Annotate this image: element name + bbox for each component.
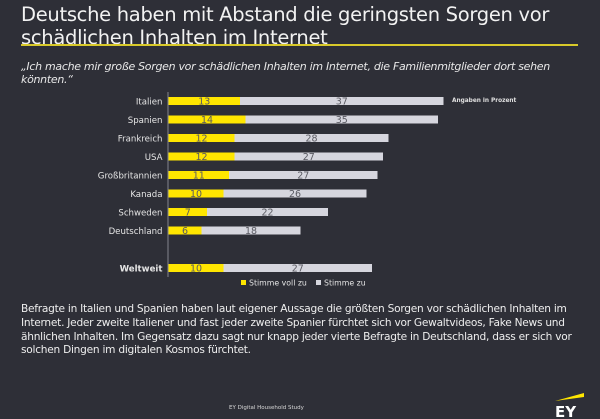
page-title: Deutsche haben mit Abstand die geringste… bbox=[21, 3, 550, 49]
data-label-stimme-zu-1: 35 bbox=[336, 115, 348, 126]
ey-logo-beam bbox=[555, 393, 584, 401]
data-label-stimme-voll-zu-2: 12 bbox=[195, 134, 207, 145]
bar-stimme-zu-2 bbox=[234, 134, 389, 142]
bar-stimme-voll-zu-1 bbox=[168, 115, 246, 124]
stacked-bar-chart: Italien 13 37 Spanien 14 35 Frankreich 12 28 USA 1… bbox=[0, 85, 600, 288]
data-label-stimme-voll-zu-0: 13 bbox=[198, 97, 210, 108]
bar-stimme-voll-zu-2 bbox=[168, 134, 235, 142]
summary-text: Befragte in Italien und Spanien haben la… bbox=[21, 303, 572, 357]
category-label-kanada: Kanada bbox=[130, 190, 162, 200]
bar-stimme-voll-zu-8 bbox=[168, 264, 224, 272]
data-label-stimme-zu-2: 28 bbox=[305, 134, 317, 145]
data-label-stimme-zu-5: 26 bbox=[289, 189, 301, 200]
data-label-stimme-voll-zu-8: 10 bbox=[190, 264, 202, 275]
category-label-usa: USA bbox=[145, 153, 163, 163]
category-label-weltweit: Weltweit bbox=[120, 265, 163, 275]
bar-stimme-zu-6 bbox=[207, 208, 328, 216]
legend-swatch-stimme-zu bbox=[316, 280, 321, 285]
bar-stimme-zu-3 bbox=[234, 152, 383, 161]
data-label-stimme-voll-zu-3: 12 bbox=[195, 152, 207, 163]
data-label-stimme-zu-6: 22 bbox=[261, 208, 273, 219]
ey-logo-text: EY bbox=[555, 403, 577, 418]
bar-stimme-voll-zu-0 bbox=[168, 97, 240, 105]
data-label-stimme-voll-zu-5: 10 bbox=[190, 189, 202, 200]
chart-svg: Italien 13 37 Spanien 14 35 Frankreich 12 28 USA 1… bbox=[98, 92, 517, 288]
bar-stimme-zu-0 bbox=[240, 97, 444, 105]
data-label-stimme-voll-zu-4: 11 bbox=[193, 171, 205, 182]
data-label-stimme-zu-0: 37 bbox=[336, 97, 348, 108]
bar-stimme-zu-5 bbox=[223, 189, 367, 198]
footer-source: EY Digital Household Study bbox=[229, 405, 304, 411]
category-label-schweden: Schweden bbox=[118, 209, 162, 219]
data-label-stimme-zu-4: 27 bbox=[297, 171, 309, 182]
data-label-stimme-zu-8: 27 bbox=[292, 264, 304, 275]
legend-label-stimme-voll-zu: Stimme voll zu bbox=[249, 279, 307, 288]
bar-stimme-zu-7 bbox=[201, 226, 301, 235]
bar-stimme-voll-zu-5 bbox=[168, 189, 224, 198]
ey-logo: EY bbox=[555, 393, 584, 418]
category-label-frankreich: Frankreich bbox=[118, 135, 163, 145]
data-label-stimme-zu-3: 27 bbox=[303, 152, 315, 163]
data-label-stimme-voll-zu-1: 14 bbox=[201, 115, 213, 126]
bar-stimme-zu-4 bbox=[229, 171, 378, 179]
bar-stimme-voll-zu-6 bbox=[168, 208, 207, 216]
data-label-stimme-voll-zu-7: 6 bbox=[182, 226, 188, 237]
title-underline bbox=[21, 44, 578, 46]
data-label-stimme-zu-7: 18 bbox=[245, 226, 257, 237]
bar-stimme-voll-zu-3 bbox=[168, 152, 235, 161]
unit-note: Angaben in Prozent bbox=[452, 98, 517, 104]
legend-label-stimme-zu: Stimme zu bbox=[324, 279, 366, 288]
bar-stimme-voll-zu-4 bbox=[168, 171, 229, 179]
data-label-stimme-voll-zu-6: 7 bbox=[185, 208, 191, 219]
survey-question: „Ich mache mir große Sorgen vor schädlic… bbox=[21, 60, 550, 86]
bar-stimme-voll-zu-7 bbox=[168, 226, 202, 235]
category-label-italien: Italien bbox=[136, 98, 163, 108]
bar-stimme-zu-8 bbox=[223, 264, 372, 272]
bar-stimme-zu-1 bbox=[245, 115, 438, 124]
category-label-deutschland: Deutschland bbox=[109, 227, 163, 237]
category-label-spanien: Spanien bbox=[128, 116, 163, 126]
category-label-großbritannien: Großbritannien bbox=[98, 172, 163, 182]
legend-swatch-stimme-voll-zu bbox=[241, 280, 246, 285]
